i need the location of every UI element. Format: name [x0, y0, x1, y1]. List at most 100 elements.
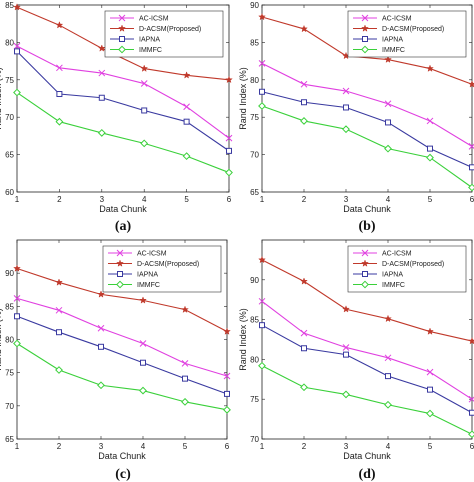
- x-tick-label: 4: [142, 195, 147, 204]
- data-point: [468, 395, 474, 403]
- y-tick-label: 80: [250, 355, 259, 364]
- y-tick-label: 80: [5, 336, 14, 345]
- series-line: [261, 365, 473, 435]
- data-point: [225, 134, 233, 142]
- y-tick-label: 80: [250, 76, 259, 85]
- data-point: [140, 80, 148, 87]
- x-tick-label: 3: [344, 195, 349, 204]
- data-point: [469, 409, 474, 416]
- legend-marker: [361, 259, 369, 267]
- data-point: [258, 361, 266, 370]
- legend: AC-ICSM D-ACSM(Proposed) IAPNA IMMFC: [104, 10, 224, 58]
- legend-entry: D-ACSM(Proposed): [110, 24, 201, 33]
- x-tick-label: 5: [183, 442, 188, 451]
- data-point: [300, 329, 308, 337]
- data-point: [56, 64, 63, 72]
- data-point: [139, 296, 147, 304]
- legend-label: IAPNA: [139, 37, 160, 44]
- data-point: [385, 373, 391, 380]
- data-point: [427, 145, 433, 152]
- series-line: [261, 62, 473, 147]
- x-tick-label: 4: [386, 195, 391, 204]
- data-point: [97, 290, 105, 298]
- data-point: [97, 129, 106, 137]
- data-point: [181, 397, 189, 406]
- x-tick-label: 2: [302, 442, 307, 451]
- data-point: [98, 94, 105, 101]
- series-line: [16, 297, 228, 377]
- x-tick-label: 4: [386, 442, 391, 451]
- data-point: [342, 390, 350, 399]
- series-line: [16, 343, 228, 411]
- data-point: [258, 297, 266, 305]
- legend-label: D-ACSM(Proposed): [139, 26, 201, 33]
- legend-marker: [118, 14, 126, 22]
- x-tick-label: 6: [470, 442, 474, 451]
- panel-label: (b): [358, 219, 375, 234]
- panel-label: (d): [358, 467, 375, 482]
- data-point: [301, 345, 307, 352]
- legend-label: IMMFC: [382, 282, 405, 289]
- y-axis-label: Rand Index (%): [238, 67, 248, 130]
- data-point: [468, 336, 474, 345]
- y-tick-label: 75: [250, 395, 259, 404]
- data-point: [385, 119, 391, 126]
- x-tick-label: 1: [15, 195, 20, 204]
- data-point: [258, 59, 266, 67]
- data-point: [426, 117, 434, 125]
- data-point: [384, 314, 392, 323]
- y-tick-label: 75: [250, 113, 259, 122]
- data-point: [225, 75, 233, 84]
- data-point: [56, 329, 62, 336]
- y-tick-label: 90: [5, 269, 14, 278]
- legend-marker: [117, 271, 123, 277]
- data-point: [468, 143, 474, 150]
- legend-entry: IAPNA: [353, 271, 403, 279]
- panel-label: (c): [115, 467, 131, 482]
- series-line: [261, 91, 473, 168]
- data-point: [300, 117, 308, 125]
- x-tick-label: 6: [225, 442, 230, 451]
- y-tick-label: 85: [250, 316, 259, 325]
- data-point: [183, 118, 190, 125]
- x-tick-label: 6: [470, 195, 474, 204]
- y-tick-label: 75: [5, 76, 14, 85]
- data-point: [301, 99, 307, 106]
- legend-entry: D-ACSM(Proposed): [353, 259, 444, 268]
- y-tick-label: 70: [250, 435, 259, 444]
- legend-marker: [116, 280, 124, 289]
- legend-label: D-ACSM(Proposed): [382, 261, 444, 268]
- plot-area-frame: [261, 4, 473, 193]
- series-1: [13, 42, 233, 142]
- data-point: [343, 351, 349, 358]
- data-point: [342, 125, 350, 134]
- series-2: [258, 255, 474, 345]
- data-point: [469, 164, 474, 171]
- data-point: [426, 368, 434, 376]
- data-point: [258, 255, 266, 264]
- legend-entry: AC-ICSM: [108, 249, 167, 258]
- y-tick-label: 80: [5, 38, 14, 47]
- series-line: [261, 300, 473, 400]
- panel-label: (a): [115, 219, 132, 234]
- data-point: [259, 88, 265, 95]
- data-point: [426, 409, 434, 418]
- data-point: [140, 139, 149, 148]
- legend-label: IMMFC: [382, 47, 405, 54]
- data-point: [97, 324, 105, 332]
- data-point: [258, 12, 266, 21]
- series-4: [258, 361, 474, 439]
- series-line: [16, 45, 230, 139]
- series-4: [13, 339, 231, 414]
- y-axis-label: Rand Index (%): [0, 67, 3, 130]
- data-point: [182, 375, 188, 382]
- data-point: [182, 71, 191, 79]
- data-point: [223, 372, 231, 380]
- legend-entry: IAPNA: [108, 271, 158, 279]
- y-tick-label: 85: [250, 38, 259, 47]
- y-tick-label: 90: [250, 276, 259, 285]
- x-tick-label: 5: [184, 195, 189, 204]
- legend-entry: IMMFC: [110, 45, 162, 54]
- series-line: [16, 6, 230, 81]
- series-line: [261, 105, 473, 188]
